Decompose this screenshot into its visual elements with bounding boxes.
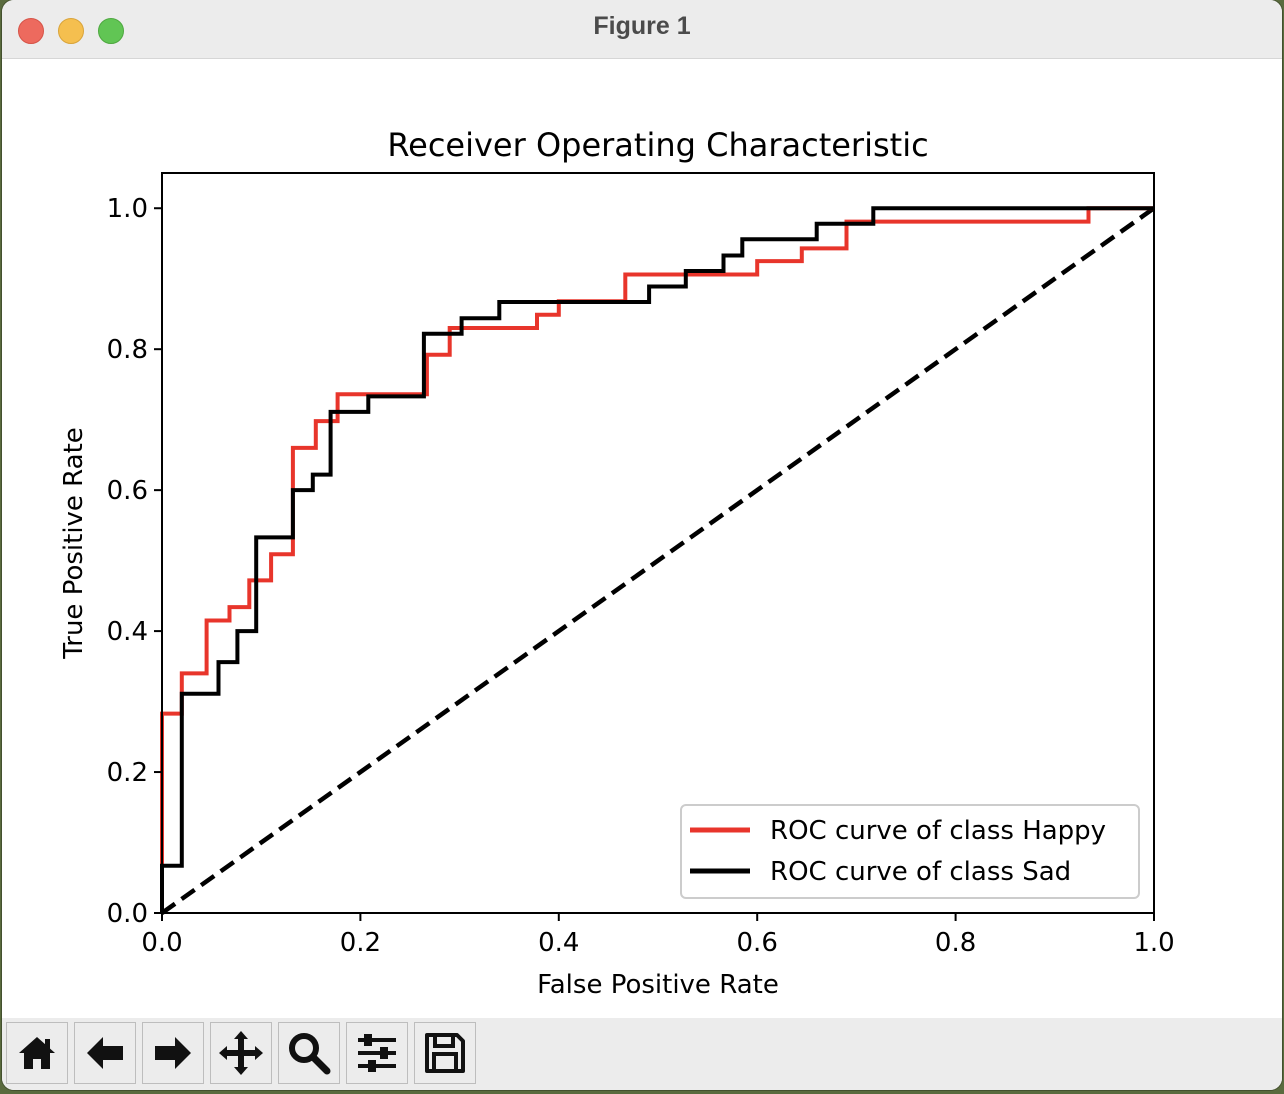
y-tick-label: 0.6 bbox=[107, 476, 148, 506]
arrow-left-icon bbox=[87, 1037, 123, 1069]
figure-canvas: Receiver Operating Characteristic 0.0 0.2… bbox=[2, 59, 1282, 1019]
y-tick-label: 0.4 bbox=[107, 617, 148, 647]
plot-frame bbox=[161, 172, 1155, 914]
zoom-icon bbox=[289, 1033, 331, 1075]
chart-title: Receiver Operating Characteristic bbox=[387, 126, 928, 164]
legend-box bbox=[680, 804, 1140, 899]
save-icon bbox=[425, 1033, 465, 1073]
x-tick-label: 0.4 bbox=[538, 928, 579, 958]
roc-chart: Receiver Operating Characteristic 0.0 0.2… bbox=[59, 126, 1175, 1000]
roc-curve-sad bbox=[160, 206, 1154, 913]
configure-subplots-button[interactable] bbox=[346, 1022, 408, 1084]
legend-label-happy: ROC curve of class Happy bbox=[770, 816, 1106, 846]
close-window-button[interactable] bbox=[18, 18, 44, 44]
home-icon bbox=[19, 1037, 55, 1069]
x-tick-label: 0.0 bbox=[141, 928, 182, 958]
y-tick-label: 1.0 bbox=[107, 194, 148, 224]
chance-diagonal-line bbox=[160, 206, 1156, 915]
back-button[interactable] bbox=[74, 1022, 136, 1084]
x-tick-label: 1.0 bbox=[1133, 928, 1174, 958]
minimize-window-button[interactable] bbox=[58, 18, 84, 44]
arrow-right-icon bbox=[155, 1037, 191, 1069]
move-icon bbox=[219, 1031, 263, 1075]
zoom-button[interactable] bbox=[278, 1022, 340, 1084]
save-button[interactable] bbox=[414, 1022, 476, 1084]
title-bar: Figure 1 bbox=[2, 0, 1282, 59]
x-tick-label: 0.8 bbox=[935, 928, 976, 958]
maximize-window-button[interactable] bbox=[98, 18, 124, 44]
y-tick-label: 0.2 bbox=[107, 758, 148, 788]
x-tick-label: 0.6 bbox=[737, 928, 778, 958]
x-tick-label: 0.2 bbox=[340, 928, 381, 958]
x-axis-label: False Positive Rate bbox=[537, 970, 779, 1000]
sliders-icon bbox=[358, 1034, 396, 1072]
y-tick-label: 0.0 bbox=[107, 899, 148, 929]
forward-button[interactable] bbox=[142, 1022, 204, 1084]
navigation-toolbar bbox=[2, 1018, 1282, 1090]
legend-label-sad: ROC curve of class Sad bbox=[770, 857, 1071, 887]
home-button[interactable] bbox=[6, 1022, 68, 1084]
pan-button[interactable] bbox=[210, 1022, 272, 1084]
y-tick-label: 0.8 bbox=[107, 335, 148, 365]
roc-curve-happy bbox=[160, 206, 1154, 913]
legend: ROC curve of class Happy ROC curve of cl… bbox=[680, 804, 1140, 899]
window-title: Figure 1 bbox=[593, 12, 691, 40]
y-axis-label: True Positive Rate bbox=[59, 427, 89, 660]
